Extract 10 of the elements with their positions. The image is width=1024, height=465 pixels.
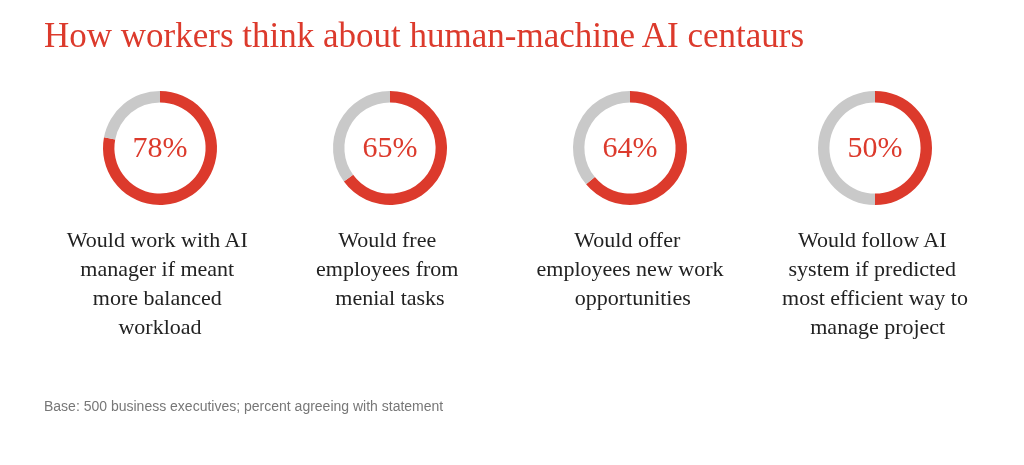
data-label: 78% — [132, 129, 188, 163]
data-label: 65% — [362, 129, 418, 163]
text: Would offer employees new work opportunities — [536, 227, 724, 310]
text: Base: 500 business executives; percent agreeing with statement — [44, 397, 444, 416]
data-label: 50% — [847, 129, 903, 163]
text: Would work with AI manager if meant more balanced workload — [66, 227, 254, 339]
data-label: 64% — [602, 129, 658, 163]
text: Would free employees from menial tasks — [316, 227, 464, 310]
text: How workers think about human-machine AI centaurs — [44, 16, 805, 56]
text: Would follow AI system if predicted most efficient way to manage project — [782, 227, 968, 339]
